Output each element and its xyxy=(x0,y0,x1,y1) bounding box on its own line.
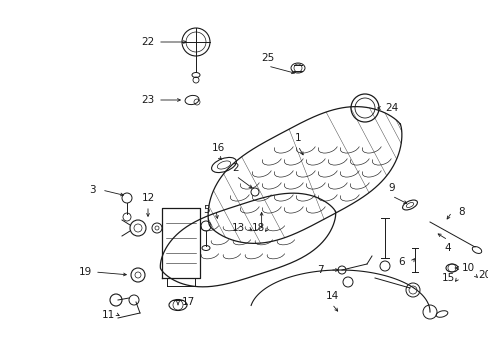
Text: 9: 9 xyxy=(388,183,394,193)
Text: 3: 3 xyxy=(88,185,95,195)
Text: 22: 22 xyxy=(141,37,154,47)
Text: 20: 20 xyxy=(477,270,488,280)
Text: 13: 13 xyxy=(231,223,244,233)
Text: 19: 19 xyxy=(78,267,91,277)
Text: 11: 11 xyxy=(101,310,114,320)
Text: 23: 23 xyxy=(141,95,154,105)
Text: 16: 16 xyxy=(211,143,224,153)
Text: 8: 8 xyxy=(458,207,465,217)
Text: 10: 10 xyxy=(461,263,473,273)
Text: 1: 1 xyxy=(294,133,301,143)
Text: 7: 7 xyxy=(316,265,323,275)
Text: 2: 2 xyxy=(232,163,239,173)
Text: 24: 24 xyxy=(385,103,398,113)
Text: 17: 17 xyxy=(181,297,194,307)
Text: 4: 4 xyxy=(444,243,450,253)
Text: 14: 14 xyxy=(325,291,338,301)
Text: 18: 18 xyxy=(251,223,264,233)
Text: 12: 12 xyxy=(141,193,154,203)
Text: 15: 15 xyxy=(441,273,454,283)
Text: 5: 5 xyxy=(202,205,209,215)
Text: 6: 6 xyxy=(398,257,405,267)
Text: 25: 25 xyxy=(261,53,274,63)
